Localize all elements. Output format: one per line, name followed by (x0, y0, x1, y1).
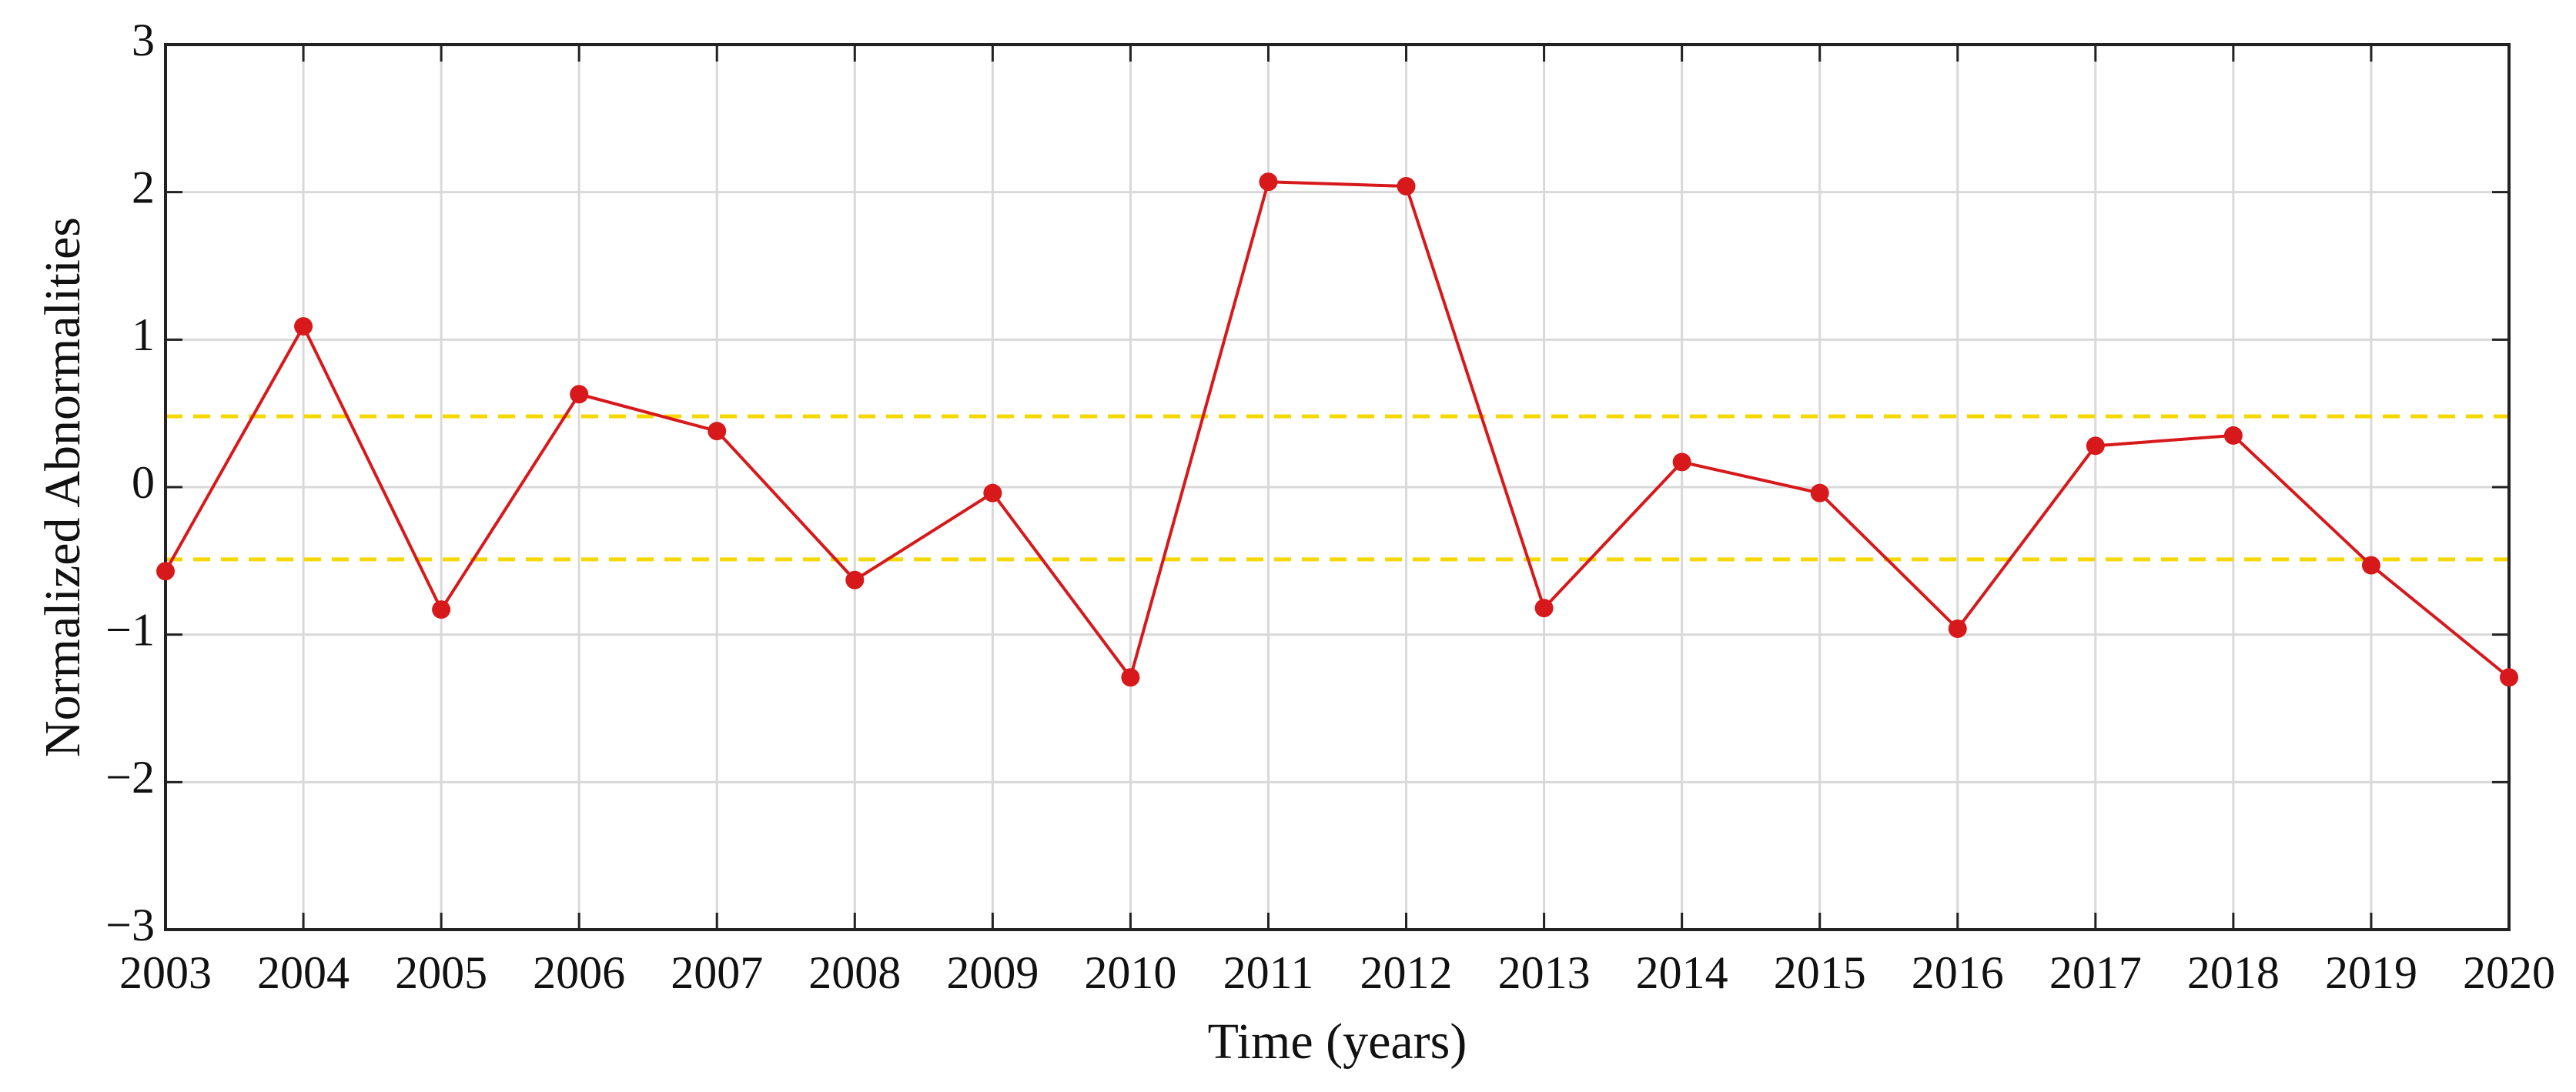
plot-frame (164, 43, 2511, 931)
data-point (156, 562, 175, 581)
y-tick-label: 1 (132, 309, 155, 360)
y-tick-label: −3 (105, 900, 155, 950)
y-tick-label: −1 (105, 604, 155, 655)
x-axis-label: Time (years) (1208, 1014, 1467, 1070)
x-tick-label: 2018 (2187, 947, 2280, 998)
data-point (570, 385, 589, 404)
data-point (983, 483, 1002, 503)
data-point (432, 600, 451, 619)
y-axis-label: Normalized Abnormalities (35, 217, 91, 757)
data-point (1672, 452, 1691, 472)
x-tick-label: 2013 (1498, 947, 1591, 998)
x-tick-label: 2016 (1912, 947, 2004, 998)
data-point (1397, 177, 1416, 195)
data-point (1948, 619, 1967, 638)
y-tick-label: 2 (132, 162, 155, 212)
data-point (294, 317, 313, 336)
x-tick-label: 2006 (533, 947, 625, 998)
data-line (164, 180, 2511, 681)
data-point (845, 570, 865, 589)
x-tick-label: 2005 (395, 947, 487, 998)
x-tick-label: 2014 (1636, 947, 1728, 998)
x-tick-label: 2009 (946, 947, 1039, 998)
data-point (2361, 556, 2380, 575)
x-tick-label: 2008 (808, 947, 901, 998)
data-point (1534, 599, 1554, 618)
x-tick-label: 2017 (2049, 947, 2142, 998)
x-tick-label: 2003 (119, 947, 212, 998)
data-point (708, 422, 727, 441)
data-point (2223, 426, 2243, 445)
x-tick-label: 2015 (1774, 947, 1866, 998)
x-tick-label: 2012 (1360, 947, 1453, 998)
x-tick-label: 2020 (2463, 947, 2555, 998)
x-tick-label: 2011 (1223, 947, 1314, 998)
data-point (1810, 483, 1829, 503)
x-tick-label: 2019 (2325, 947, 2417, 998)
y-tick-label: −2 (105, 752, 155, 803)
y-tick-label: 3 (132, 15, 155, 65)
data-point (2500, 668, 2518, 687)
x-tick-label: 2007 (671, 947, 763, 998)
x-tick-label: 2010 (1084, 947, 1176, 998)
data-point (1259, 172, 1278, 192)
y-tick-label: 0 (132, 457, 155, 508)
data-point (2086, 436, 2105, 456)
x-tick-label: 2004 (257, 947, 350, 998)
data-point (1121, 668, 1140, 687)
